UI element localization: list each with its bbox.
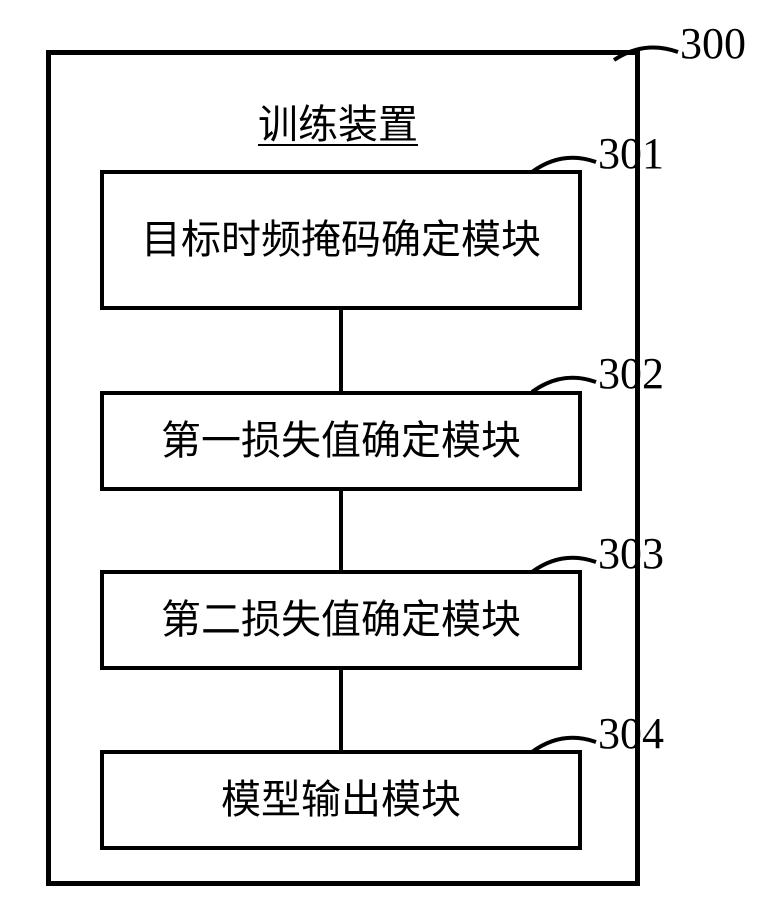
leader-line xyxy=(532,558,596,572)
reference-label-300: 300 xyxy=(680,18,746,69)
leader-line xyxy=(532,738,596,752)
leader-line xyxy=(614,48,678,61)
leader-line xyxy=(532,378,596,392)
reference-label-302: 302 xyxy=(598,348,664,399)
reference-label-301: 301 xyxy=(598,128,664,179)
reference-label-304: 304 xyxy=(598,708,664,759)
leader-line xyxy=(532,158,596,172)
reference-label-303: 303 xyxy=(598,528,664,579)
